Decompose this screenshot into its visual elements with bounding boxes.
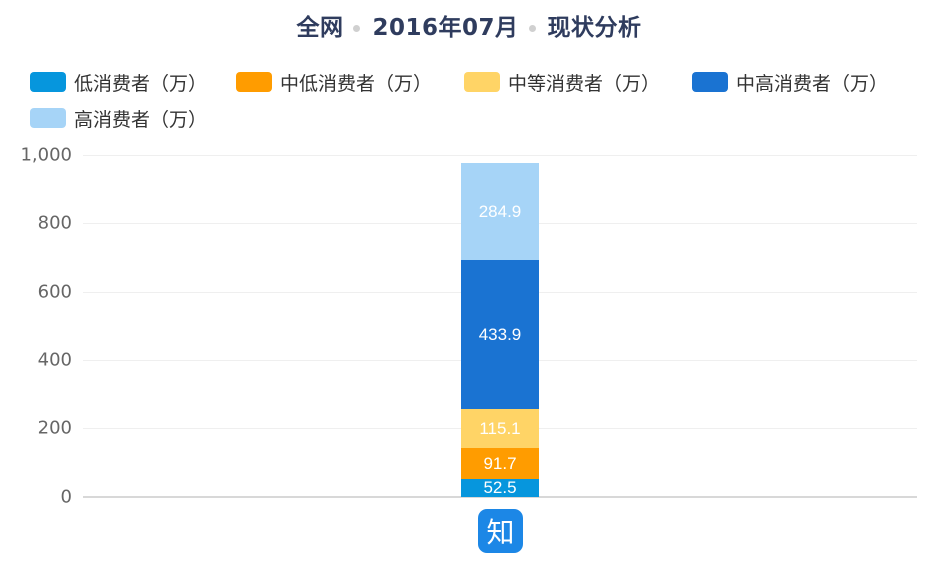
legend-item-mid[interactable]: 中等消费者（万） bbox=[464, 68, 660, 96]
data-label: 284.9 bbox=[478, 201, 522, 221]
x-axis-line bbox=[83, 496, 917, 498]
legend-swatch bbox=[30, 108, 66, 128]
legend-label: 中高消费者（万） bbox=[736, 72, 889, 95]
bar-segment-mid-low[interactable]: 91.7 bbox=[461, 448, 539, 479]
bar-segment-low[interactable]: 52.5 bbox=[461, 479, 539, 497]
legend-swatch bbox=[692, 72, 728, 92]
data-label: 115.1 bbox=[479, 418, 521, 438]
gridline bbox=[83, 155, 917, 156]
title-date: 2016年07月 bbox=[372, 15, 519, 41]
chart-title: 全网 2016年07月 现状分析 bbox=[0, 8, 938, 42]
legend-label: 中等消费者（万） bbox=[508, 72, 661, 95]
data-label: 91.7 bbox=[483, 453, 517, 473]
y-tick: 800 bbox=[37, 212, 72, 234]
y-tick: 400 bbox=[37, 349, 72, 371]
legend-label: 高消费者（万） bbox=[74, 108, 208, 131]
separator-dot bbox=[353, 25, 361, 32]
legend-swatch bbox=[464, 72, 500, 92]
legend-item-low[interactable]: 低消费者（万） bbox=[30, 68, 207, 96]
legend-label: 低消费者（万） bbox=[74, 72, 208, 95]
data-label: 433.9 bbox=[478, 324, 522, 344]
legend-swatch bbox=[236, 72, 272, 92]
title-region: 全网 bbox=[296, 15, 344, 41]
title-subject: 现状分析 bbox=[547, 15, 642, 41]
data-label: 52.5 bbox=[483, 479, 517, 497]
y-tick: 1,000 bbox=[20, 144, 72, 166]
legend-item-mid-low[interactable]: 中低消费者（万） bbox=[236, 68, 432, 96]
y-tick: 600 bbox=[37, 281, 72, 303]
bar-segment-mid-high[interactable]: 433.9 bbox=[461, 260, 539, 409]
legend-label: 中低消费者（万） bbox=[280, 72, 433, 95]
bar-segment-mid[interactable]: 115.1 bbox=[461, 409, 539, 448]
zhihu-logo-icon: 知 bbox=[478, 509, 523, 553]
y-tick: 0 bbox=[60, 486, 72, 508]
separator-dot bbox=[528, 25, 536, 32]
legend-item-high[interactable]: 高消费者（万） bbox=[30, 104, 207, 132]
legend-item-mid-high[interactable]: 中高消费者（万） bbox=[692, 68, 888, 96]
legend-swatch bbox=[30, 72, 66, 92]
y-tick: 200 bbox=[37, 417, 72, 439]
bar-segment-high[interactable]: 284.9 bbox=[461, 163, 539, 260]
